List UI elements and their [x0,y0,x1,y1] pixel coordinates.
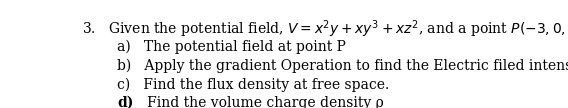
Text: d): d) [117,96,133,108]
Text: 3.   Given the potential field, $V = x^2y + xy^3 + xz^2$, and a point $P(-3, 0, : 3. Given the potential field, $V = x^2y … [82,19,568,40]
Text: c)   Find the flux density at free space.: c) Find the flux density at free space. [117,78,390,92]
Text: a)   The potential field at point P: a) The potential field at point P [117,40,346,54]
Text: Find the volume charge density ρ: Find the volume charge density ρ [133,96,383,108]
Text: b)   Apply the gradient Operation to find the Electric filed intensity: b) Apply the gradient Operation to find … [117,59,568,73]
